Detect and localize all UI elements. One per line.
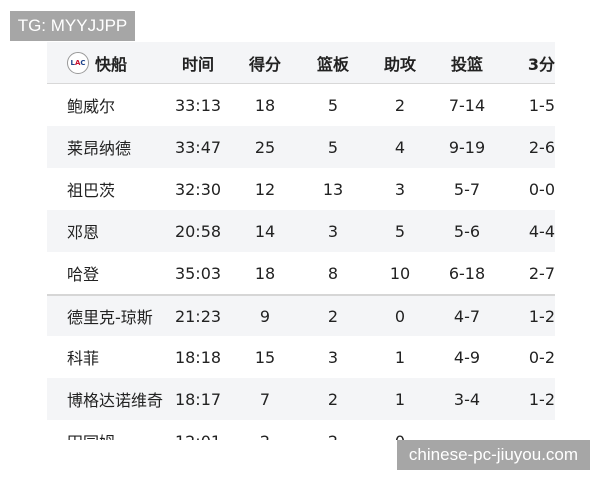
stat-cell: 0-2 bbox=[528, 347, 555, 367]
player-name: 科菲 bbox=[67, 349, 100, 368]
stat-cell: 0 bbox=[375, 420, 425, 441]
stat-cell: 12:01 bbox=[173, 420, 223, 441]
stat-cell: 2 bbox=[240, 420, 290, 441]
table-row[interactable]: 田园姆12:01220 bbox=[47, 420, 555, 441]
table-row[interactable]: 德里克-琼斯 21:23 9 2 0 4-7 1-2 bbox=[47, 294, 555, 336]
team-name: 快船 bbox=[95, 54, 128, 74]
table-row[interactable]: 博格达诺维奇 18:17 7 2 1 3-4 1-2 bbox=[47, 378, 555, 420]
stat-cell: 18:18 bbox=[174, 347, 222, 367]
stat-cell: 2 bbox=[327, 306, 339, 326]
stat-cell: 5-7 bbox=[453, 179, 481, 199]
stat-cell: 18 bbox=[254, 95, 276, 115]
stat-cell: 25 bbox=[254, 137, 276, 157]
table-row[interactable]: 邓恩 20:58 14 3 5 5-6 4-4 bbox=[47, 210, 555, 252]
stat-cell: 2-6 bbox=[528, 137, 555, 157]
column-header: 投篮 bbox=[450, 54, 483, 74]
stat-cell: 2 bbox=[394, 95, 406, 115]
stat-cell: 33:47 bbox=[174, 137, 222, 157]
player-name: 田园姆 bbox=[67, 420, 115, 440]
stat-cell: 2 bbox=[327, 389, 339, 409]
stat-cell: 18 bbox=[254, 263, 276, 283]
column-header: 助攻 bbox=[383, 54, 416, 74]
stat-cell: 4-7 bbox=[453, 306, 481, 326]
column-header: 3分 bbox=[527, 54, 555, 74]
stat-cell: 20:58 bbox=[174, 221, 222, 241]
stat-cell: 5 bbox=[394, 221, 406, 241]
stat-cell: 2-7 bbox=[528, 263, 555, 283]
table-row[interactable]: 祖巴茨 32:30 12 13 3 5-7 0-0 bbox=[47, 168, 555, 210]
stat-cell: 21:23 bbox=[174, 306, 222, 326]
stat-cell: 5 bbox=[327, 95, 339, 115]
player-name: 哈登 bbox=[67, 265, 100, 284]
stat-cell: 3-4 bbox=[453, 389, 481, 409]
stat-cell: 5-6 bbox=[453, 221, 481, 241]
stat-cell: 13 bbox=[322, 179, 344, 199]
stat-cell: 1 bbox=[394, 389, 406, 409]
stat-cell: 4-9 bbox=[453, 347, 481, 367]
stat-cell: 0 bbox=[394, 306, 406, 326]
stat-cell: 0-0 bbox=[528, 179, 555, 199]
table-row[interactable]: 莱昂纳德 33:47 25 5 4 9-19 2-6 bbox=[47, 126, 555, 168]
stat-cell: 8 bbox=[327, 263, 339, 283]
player-name: 博格达诺维奇 bbox=[67, 391, 164, 410]
stat-cell: 32:30 bbox=[174, 179, 222, 199]
stat-cell: 2 bbox=[308, 420, 358, 441]
stat-cell: 3 bbox=[327, 221, 339, 241]
table-row[interactable]: 哈登 35:03 18 8 10 6-18 2-7 bbox=[47, 252, 555, 294]
stat-cell: 4 bbox=[394, 137, 406, 157]
stat-cell: 1-2 bbox=[528, 389, 555, 409]
player-name: 德里克-琼斯 bbox=[67, 308, 153, 327]
stat-cell: 10 bbox=[389, 263, 411, 283]
stat-cell: 9-19 bbox=[448, 137, 486, 157]
stat-cell: 4-4 bbox=[528, 221, 555, 241]
column-header: 时间 bbox=[181, 54, 214, 74]
stat-cell: 33:13 bbox=[174, 95, 222, 115]
stat-cell: 1-5 bbox=[528, 95, 555, 115]
stat-cell: 18:17 bbox=[174, 389, 222, 409]
stat-cell bbox=[509, 420, 555, 440]
stat-cell: 35:03 bbox=[174, 263, 222, 283]
player-name: 邓恩 bbox=[67, 223, 100, 242]
watermark-bottom: chinese-pc-jiuyou.com bbox=[397, 440, 590, 470]
stat-cell: 3 bbox=[327, 347, 339, 367]
stat-cell bbox=[442, 420, 492, 440]
column-header: 篮板 bbox=[316, 54, 349, 74]
stat-cell: 1-2 bbox=[528, 306, 555, 326]
player-name: 鲍威尔 bbox=[67, 97, 116, 116]
stat-cell: 7-14 bbox=[448, 95, 486, 115]
table-row[interactable]: 科菲 18:18 15 3 1 4-9 0-2 bbox=[47, 336, 555, 378]
stat-cell: 15 bbox=[254, 347, 276, 367]
stat-cell: 7 bbox=[259, 389, 271, 409]
table-row[interactable]: 鲍威尔 33:13 18 5 2 7-14 1-5 bbox=[47, 84, 555, 126]
stat-cell: 6-18 bbox=[448, 263, 486, 283]
stat-cell: 1 bbox=[394, 347, 406, 367]
stat-cell: 14 bbox=[254, 221, 276, 241]
player-name: 莱昂纳德 bbox=[67, 139, 132, 158]
player-name: 祖巴茨 bbox=[67, 181, 116, 200]
stat-cell: 9 bbox=[259, 306, 271, 326]
stat-cell: 3 bbox=[394, 179, 406, 199]
column-header: 得分 bbox=[248, 54, 281, 74]
watermark-top: TG: MYYJJPP bbox=[10, 11, 135, 41]
stat-cell: 12 bbox=[254, 179, 276, 199]
stat-cell: 5 bbox=[327, 137, 339, 157]
